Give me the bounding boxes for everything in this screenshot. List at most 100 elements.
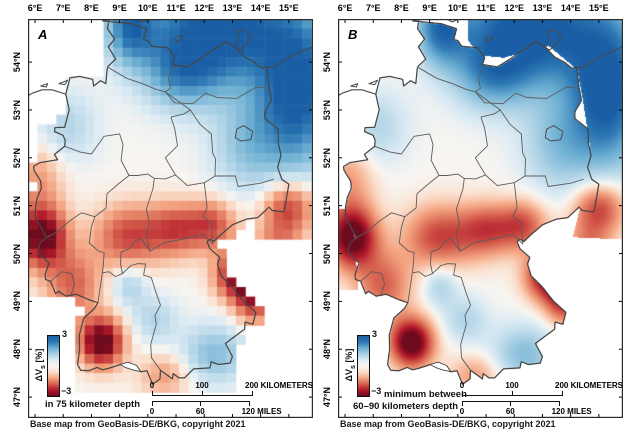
- border-line: [175, 174, 216, 187]
- lon-tick-label: 13°E: [222, 3, 243, 13]
- border-line: [575, 46, 623, 69]
- lon-tick-label: 10°E: [448, 3, 468, 13]
- lon-tick-label: 6°E: [27, 3, 43, 13]
- border-line: [412, 271, 433, 277]
- scalebar-tick: [202, 391, 203, 396]
- depth-label-a: in 75 kilometer depth: [45, 399, 141, 410]
- colorbar-max-label: 3: [62, 329, 68, 339]
- heatmap-panel-a: [28, 19, 313, 418]
- scalebar-tick: [512, 391, 513, 396]
- border-line: [64, 91, 191, 180]
- scalebar-miles-label: 120 MILES: [241, 407, 282, 416]
- panel-letter-a: A: [38, 27, 48, 42]
- border-line: [120, 237, 151, 275]
- border-line: [189, 109, 274, 187]
- lat-tick-label: 52°N: [322, 147, 332, 168]
- lon-tick-label: 7°E: [55, 3, 71, 13]
- border-line: [350, 83, 359, 88]
- border-line: [430, 237, 461, 275]
- scale-bar-b: 0 100 200 KILOMETERS 0 60 120 MILES: [460, 381, 627, 417]
- colorbar-legend-a: 3 −3 ΔVs [%]: [34, 329, 127, 405]
- border-line: [108, 64, 175, 93]
- border-line: [164, 86, 270, 105]
- colorbar-max-label: 3: [372, 329, 378, 339]
- colorbar-min-label: −3: [371, 386, 382, 396]
- lat-tick-label: 49°N: [12, 291, 22, 312]
- scalebar-tick: [462, 391, 463, 396]
- border-line: [368, 79, 378, 86]
- lat-tick-label: 54°N: [322, 52, 332, 73]
- border-line: [145, 177, 214, 252]
- lon-tick-label: 12°E: [194, 3, 215, 13]
- lon-tick-label: 15°E: [279, 3, 299, 13]
- border-line: [265, 46, 313, 69]
- scalebar-tick: [562, 391, 563, 396]
- border-line: [234, 125, 254, 142]
- border-line: [338, 89, 377, 97]
- lon-tick-label: 11°E: [166, 3, 186, 13]
- border-line: [28, 89, 67, 97]
- scalebar-km-label: 100: [195, 381, 209, 390]
- border-line: [202, 182, 214, 245]
- border-line: [432, 263, 471, 371]
- lon-tick-label: 12°E: [504, 3, 525, 13]
- lat-tick-label: 53°N: [322, 99, 332, 120]
- border-line: [58, 79, 68, 86]
- border-line: [355, 175, 440, 239]
- border-line: [122, 263, 161, 371]
- lat-tick-label: 53°N: [12, 99, 22, 120]
- colorbar-legend-b: 3 −3 ΔVs [%]: [344, 329, 437, 405]
- border-line: [455, 177, 524, 252]
- lon-tick-label: 7°E: [365, 3, 381, 13]
- scalebar-tick: [200, 401, 202, 406]
- lat-tick-label: 47°N: [12, 387, 22, 408]
- map-panel-b: B 3 −3 ΔVs [%] minimum between 60–90 kil…: [322, 3, 623, 418]
- scalebar-miles-label: 0: [149, 407, 155, 416]
- scalebar-km-label: 0: [459, 381, 465, 390]
- colorbar-unit-label: ΔVs [%]: [344, 348, 357, 382]
- scalebar-km-label: 0: [149, 381, 155, 390]
- lon-tick-label: 9°E: [112, 3, 127, 13]
- lat-tick-label: 54°N: [12, 52, 22, 73]
- basemap-credit-b: Base map from GeoBasis-DE/BKG, copyright…: [340, 419, 556, 429]
- scalebar-tick: [558, 401, 560, 406]
- basemap-credit-a: Base map from GeoBasis-DE/BKG, copyright…: [30, 419, 246, 429]
- heatmap-panel-b: [338, 19, 623, 418]
- scalebar-km-label: 200 KILOMETERS: [555, 381, 624, 390]
- lon-tick-label: 13°E: [532, 3, 553, 13]
- lat-tick-label: 51°N: [322, 195, 332, 216]
- depth-label-b-line2: 60–90 kilometers depth: [353, 401, 459, 412]
- border-line: [429, 361, 452, 373]
- border-line: [374, 91, 501, 180]
- colorbar-a: [47, 335, 60, 397]
- lon-tick-label: 15°E: [589, 3, 609, 13]
- border-line: [102, 271, 123, 277]
- colorbar-b: [357, 335, 370, 397]
- border-line: [398, 216, 415, 304]
- lon-tick-label: 8°E: [84, 3, 99, 13]
- border-line: [512, 182, 524, 245]
- lon-tick-label: 8°E: [394, 3, 409, 13]
- lat-tick-label: 49°N: [322, 291, 332, 312]
- border-line: [545, 29, 563, 51]
- border-line: [544, 125, 564, 142]
- scalebar-tick: [152, 401, 153, 406]
- border-line: [119, 361, 142, 373]
- border-line: [499, 109, 584, 187]
- lat-tick-label: 51°N: [12, 195, 22, 216]
- lat-tick-label: 48°N: [322, 339, 332, 360]
- lat-tick-label: 50°N: [322, 243, 332, 264]
- scale-bar-a: 0 100 200 KILOMETERS 0 60 120 MILES: [150, 381, 317, 417]
- border-line: [418, 64, 485, 93]
- lat-tick-label: 52°N: [12, 147, 22, 168]
- lon-tick-label: 9°E: [422, 3, 437, 13]
- border-line: [342, 19, 600, 385]
- border-line: [485, 34, 494, 43]
- lat-tick-label: 47°N: [322, 387, 332, 408]
- lon-tick-label: 6°E: [337, 3, 353, 13]
- lat-tick-label: 50°N: [12, 243, 22, 264]
- border-line: [474, 86, 580, 105]
- lon-tick-label: 14°E: [560, 3, 581, 13]
- map-frame: [28, 19, 313, 418]
